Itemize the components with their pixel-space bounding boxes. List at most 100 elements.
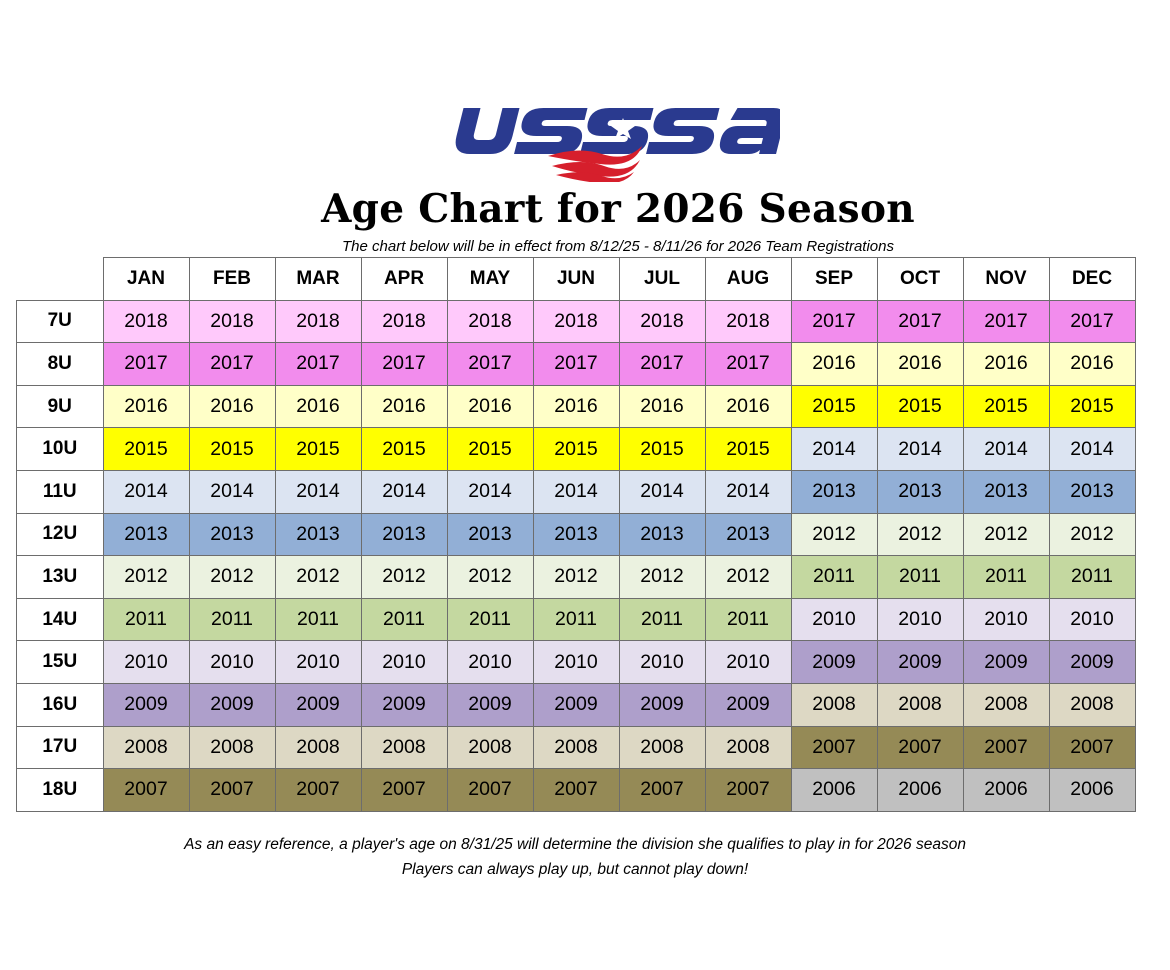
month-header-may: MAY <box>446 257 534 301</box>
birth-year-cell: 2015 <box>102 427 190 471</box>
birth-year-cell: 2010 <box>790 597 878 642</box>
birth-year-cell: 2012 <box>1048 512 1136 557</box>
birth-year-cell: 2009 <box>876 640 964 684</box>
birth-year-cell: 2016 <box>1048 342 1136 386</box>
birth-year-cell: 2006 <box>876 768 964 812</box>
birth-year-cell: 2007 <box>102 768 190 812</box>
birth-year-cell: 2017 <box>790 299 878 344</box>
division-label: 18U <box>16 768 104 812</box>
division-label: 10U <box>16 427 104 471</box>
birth-year-cell: 2018 <box>188 299 276 344</box>
birth-year-cell: 2007 <box>1048 725 1136 770</box>
birth-year-cell: 2006 <box>1048 768 1136 812</box>
birth-year-cell: 2013 <box>532 512 620 557</box>
birth-year-cell: 2016 <box>446 384 534 429</box>
birth-year-cell: 2014 <box>704 469 792 514</box>
birth-year-cell: 2012 <box>962 512 1050 557</box>
birth-year-cell: 2011 <box>360 597 448 642</box>
month-header-dec: DEC <box>1048 257 1136 301</box>
birth-year-cell: 2014 <box>274 469 362 514</box>
table-row: 14U 2011 2011 2011 2011 2011 2011 2011 2011 2010 2… <box>16 597 1136 642</box>
birth-year-cell: 2010 <box>102 640 190 684</box>
birth-year-cell: 2007 <box>790 725 878 770</box>
birth-year-cell: 2011 <box>704 597 792 642</box>
birth-year-cell: 2012 <box>360 555 448 599</box>
birth-year-cell: 2010 <box>704 640 792 684</box>
birth-year-cell: 2011 <box>962 555 1050 599</box>
birth-year-cell: 2013 <box>704 512 792 557</box>
birth-year-cell: 2016 <box>962 342 1050 386</box>
birth-year-cell: 2017 <box>446 342 534 386</box>
month-header-jun: JUN <box>532 257 620 301</box>
division-label: 8U <box>16 342 104 386</box>
birth-year-cell: 2018 <box>360 299 448 344</box>
birth-year-cell: 2016 <box>360 384 448 429</box>
birth-year-cell: 2010 <box>618 640 706 684</box>
birth-year-cell: 2011 <box>790 555 878 599</box>
birth-year-cell: 2017 <box>962 299 1050 344</box>
birth-year-cell: 2014 <box>102 469 190 514</box>
birth-year-cell: 2014 <box>360 469 448 514</box>
birth-year-cell: 2018 <box>102 299 190 344</box>
birth-year-cell: 2018 <box>618 299 706 344</box>
birth-year-cell: 2015 <box>532 427 620 471</box>
birth-year-cell: 2012 <box>704 555 792 599</box>
table-row: 11U 2014 2014 2014 2014 2014 2014 2014 2014 2013 2… <box>16 469 1136 514</box>
birth-year-cell: 2009 <box>188 682 276 727</box>
birth-year-cell: 2013 <box>102 512 190 557</box>
month-header-feb: FEB <box>188 257 276 301</box>
birth-year-cell: 2013 <box>446 512 534 557</box>
birth-year-cell: 2007 <box>618 768 706 812</box>
birth-year-cell: 2008 <box>1048 682 1136 727</box>
month-header-mar: MAR <box>274 257 362 301</box>
birth-year-cell: 2011 <box>188 597 276 642</box>
footer-note: As an easy reference, a player's age on … <box>184 836 966 853</box>
birth-year-cell: 2015 <box>446 427 534 471</box>
division-label: 13U <box>16 555 104 599</box>
footer-rule: Players can always play up, but cannot p… <box>401 861 749 878</box>
birth-year-cell: 2015 <box>790 384 878 429</box>
division-label: 14U <box>16 597 104 642</box>
birth-year-cell: 2014 <box>618 469 706 514</box>
birth-year-cell: 2007 <box>360 768 448 812</box>
birth-year-cell: 2014 <box>532 469 620 514</box>
table-row: 16U 2009 2009 2009 2009 2009 2009 2009 2009 2008 2… <box>16 682 1136 727</box>
birth-year-cell: 2010 <box>962 597 1050 642</box>
birth-year-cell: 2011 <box>102 597 190 642</box>
birth-year-cell: 2016 <box>618 384 706 429</box>
birth-year-cell: 2008 <box>360 725 448 770</box>
birth-year-cell: 2017 <box>188 342 276 386</box>
birth-year-cell: 2010 <box>188 640 276 684</box>
birth-year-cell: 2014 <box>1048 427 1136 471</box>
birth-year-cell: 2016 <box>188 384 276 429</box>
table-row: 8U 2017 2017 2017 2017 2017 2017 2017 2017 2016 20… <box>16 342 1136 386</box>
birth-year-cell: 2017 <box>532 342 620 386</box>
birth-year-cell: 2016 <box>876 342 964 386</box>
birth-year-cell: 2017 <box>274 342 362 386</box>
birth-year-cell: 2008 <box>704 725 792 770</box>
birth-year-cell: 2015 <box>704 427 792 471</box>
birth-year-cell: 2013 <box>962 469 1050 514</box>
table-row: 7U 2018 2018 2018 2018 2018 2018 2018 2018 2017 20… <box>16 299 1136 344</box>
table-row: 13U 2012 2012 2012 2012 2012 2012 2012 2012 2011 2… <box>16 555 1136 599</box>
birth-year-cell: 2013 <box>360 512 448 557</box>
birth-year-cell: 2014 <box>188 469 276 514</box>
birth-year-cell: 2018 <box>446 299 534 344</box>
birth-year-cell: 2007 <box>704 768 792 812</box>
division-label: 12U <box>16 512 104 557</box>
birth-year-cell: 2015 <box>962 384 1050 429</box>
birth-year-cell: 2009 <box>274 682 362 727</box>
birth-year-cell: 2007 <box>962 725 1050 770</box>
birth-year-cell: 2017 <box>704 342 792 386</box>
division-label: 7U <box>16 299 104 344</box>
birth-year-cell: 2009 <box>446 682 534 727</box>
table-row: 17U 2008 2008 2008 2008 2008 2008 2008 2008 2007 2… <box>16 725 1136 770</box>
birth-year-cell: 2017 <box>618 342 706 386</box>
birth-year-cell: 2012 <box>618 555 706 599</box>
month-header-apr: APR <box>360 257 448 301</box>
birth-year-cell: 2013 <box>876 469 964 514</box>
month-header-sep: SEP <box>790 257 878 301</box>
birth-year-cell: 2006 <box>962 768 1050 812</box>
birth-year-cell: 2008 <box>446 725 534 770</box>
birth-year-cell: 2012 <box>188 555 276 599</box>
